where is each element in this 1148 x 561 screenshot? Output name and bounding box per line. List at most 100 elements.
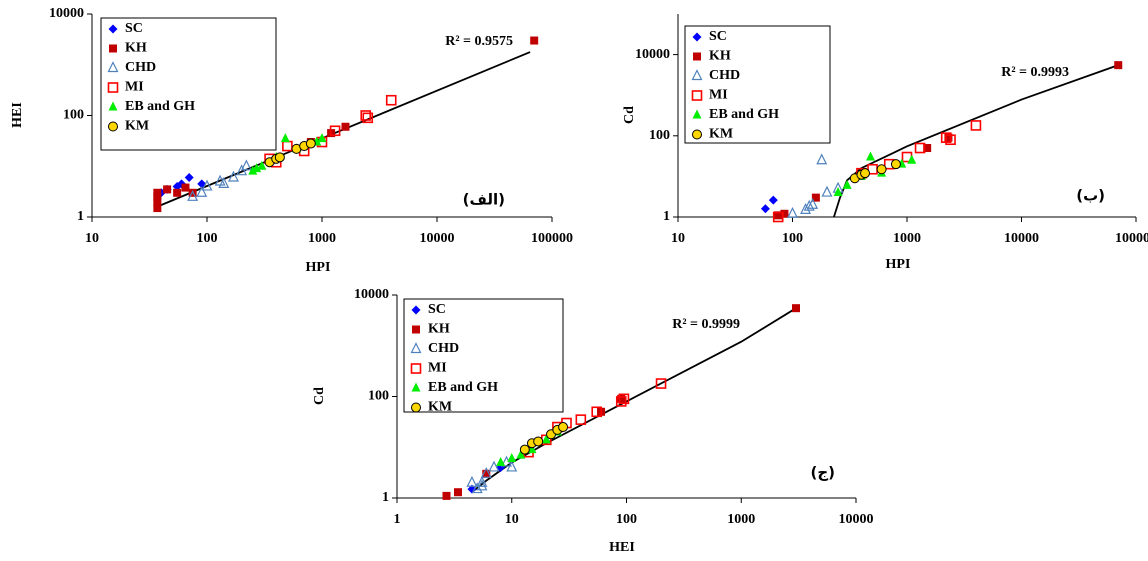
- point: [480, 466, 492, 478]
- x-axis-label: HPI: [886, 257, 911, 272]
- legend-marker: [410, 363, 422, 374]
- x-axis-label: HPI: [306, 260, 331, 275]
- point: [774, 211, 783, 220]
- point: [655, 378, 667, 389]
- point: [907, 154, 917, 164]
- y-tick-label: 100: [63, 108, 84, 123]
- point: [591, 406, 603, 418]
- point: [890, 159, 901, 170]
- point: [240, 159, 252, 171]
- point: [329, 125, 341, 137]
- point: [482, 469, 491, 478]
- point: [252, 163, 262, 173]
- legend-label: MI: [428, 361, 447, 376]
- legend-marker: [691, 69, 703, 81]
- panel-label: (الف): [463, 191, 505, 209]
- legend-marker: [692, 129, 702, 140]
- point: [970, 120, 982, 131]
- legend-marker: [107, 82, 119, 93]
- legend-box: [100, 17, 277, 151]
- x-tick-label: 10000: [420, 231, 455, 246]
- annotation: R² = 0.9993: [1001, 65, 1069, 80]
- legend-marker: [109, 44, 117, 53]
- scatter-panel: 10 100 1000 10000 100000 1 100 10000 HPI HEI SC KH C…: [10, 6, 573, 275]
- annotation: R² = 0.9999: [672, 317, 740, 332]
- x-tick-label: 100000: [1115, 231, 1148, 246]
- legend-label: KH: [709, 49, 731, 64]
- y-tick-label: 10000: [635, 47, 670, 62]
- point: [507, 453, 517, 463]
- point: [816, 153, 828, 165]
- legend-marker: [411, 402, 421, 413]
- x-tick-label: 1000: [893, 231, 921, 246]
- point: [821, 185, 833, 197]
- legend-box: [684, 25, 831, 144]
- legend-label: MI: [125, 80, 144, 95]
- legend-marker: [692, 109, 702, 119]
- point: [471, 482, 483, 494]
- scatter-panel: 10 100 1000 10000 100000 1 100 10000 HPI Cd SC KH CH…: [622, 14, 1148, 272]
- point: [876, 164, 887, 175]
- point: [201, 179, 213, 191]
- x-tick-label: 100000: [531, 231, 573, 246]
- point: [860, 168, 871, 179]
- x-tick-label: 10: [85, 231, 99, 246]
- point: [257, 160, 267, 170]
- legend-marker: [691, 90, 703, 101]
- point: [1114, 61, 1123, 70]
- point: [184, 173, 194, 183]
- x-tick-label: 10: [505, 512, 519, 527]
- point: [533, 436, 544, 447]
- point: [787, 206, 798, 218]
- point: [488, 460, 500, 472]
- point: [466, 475, 478, 487]
- x-tick-label: 100: [197, 231, 218, 246]
- x-tick-label: 10000: [839, 512, 874, 527]
- y-tick-label: 1: [663, 209, 670, 224]
- legend-label: MI: [709, 88, 728, 103]
- point: [153, 204, 162, 213]
- point: [575, 414, 587, 425]
- point: [153, 192, 162, 201]
- legend-marker: [411, 305, 421, 315]
- point: [772, 211, 784, 223]
- point: [360, 110, 372, 121]
- legend-label: EB and GH: [125, 99, 195, 114]
- y-axis-label: Cd: [622, 106, 637, 124]
- legend-marker: [692, 32, 702, 42]
- legend-label: SC: [709, 29, 727, 44]
- point: [791, 304, 800, 313]
- point: [173, 188, 182, 197]
- panel-label: (ب): [1076, 187, 1105, 205]
- point: [282, 140, 293, 152]
- point: [803, 199, 815, 211]
- y-axis-label: Cd: [312, 387, 327, 405]
- point: [153, 197, 162, 206]
- point: [780, 209, 789, 218]
- point: [187, 189, 199, 201]
- x-tick-label: 1000: [308, 231, 336, 246]
- legend-label: CHD: [428, 341, 459, 356]
- point: [341, 122, 350, 131]
- point: [923, 144, 932, 153]
- legend-box: [403, 298, 564, 413]
- x-tick-label: 10000: [1004, 231, 1039, 246]
- y-tick-label: 1: [382, 490, 389, 505]
- point: [385, 94, 397, 106]
- point: [280, 133, 290, 143]
- point: [516, 449, 526, 459]
- point: [196, 185, 208, 197]
- point: [945, 134, 956, 146]
- point: [842, 179, 852, 189]
- legend-label: CHD: [709, 68, 740, 83]
- point: [362, 112, 374, 124]
- legend-marker: [412, 325, 420, 334]
- point: [519, 444, 530, 455]
- point: [181, 183, 190, 192]
- point: [476, 475, 488, 487]
- point: [274, 152, 285, 163]
- legend-label: KM: [709, 127, 733, 142]
- scatter-panel: 1 10 100 1000 10000 1 100 10000 HEI Cd SC KH CHD MI EB…: [312, 287, 873, 555]
- point: [228, 170, 239, 182]
